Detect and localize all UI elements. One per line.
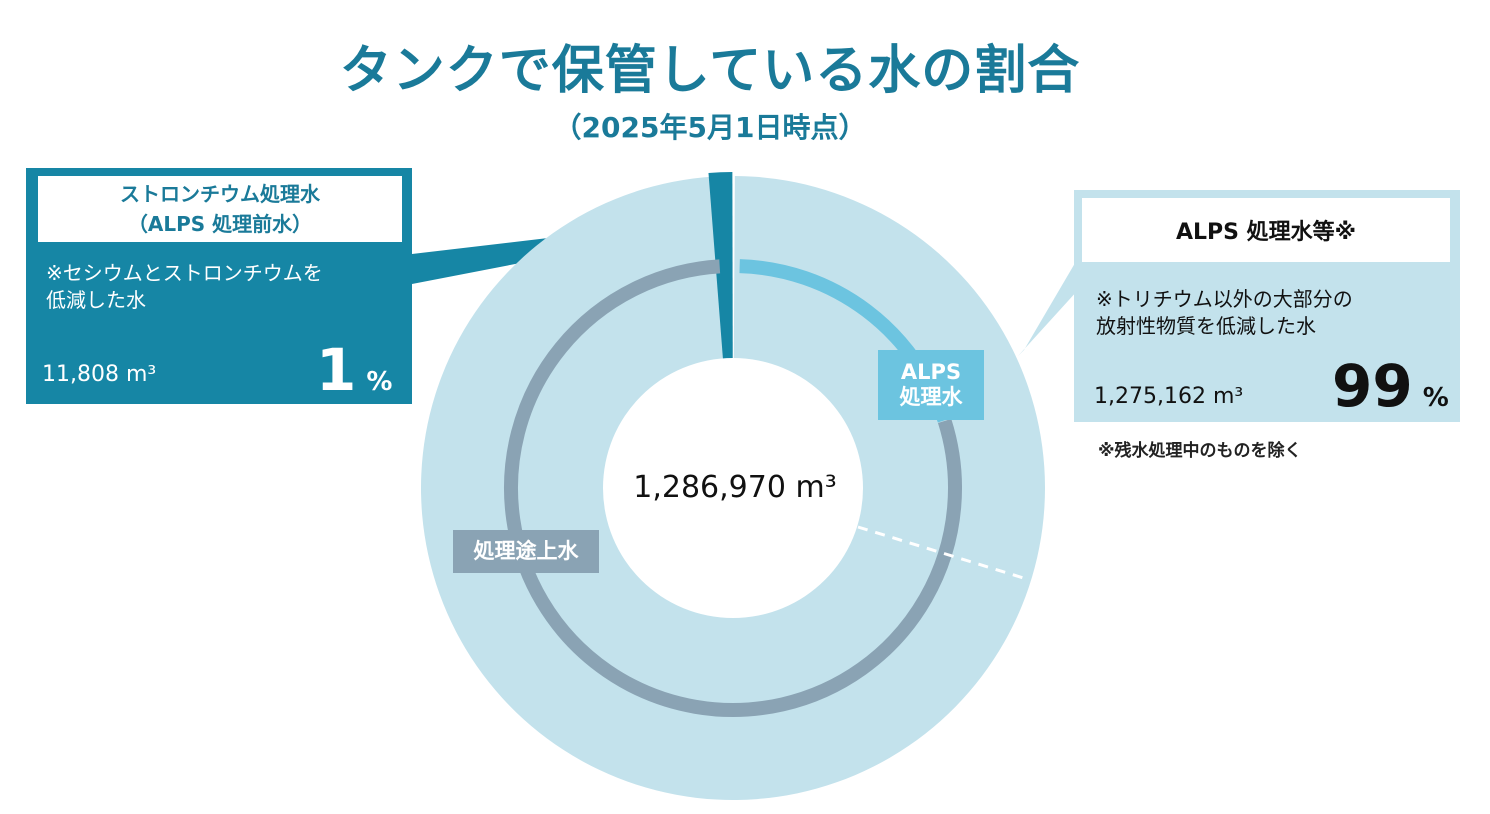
alps-amount-value: 1,275,162 — [1094, 384, 1206, 409]
alps-percent: 99% — [1332, 352, 1449, 420]
total-unit: m³ — [795, 470, 837, 505]
inner-ring-processing — [504, 259, 962, 717]
strontium-amount-unit: m³ — [125, 362, 157, 387]
strontium-callout: ストロンチウム処理水 （ALPS 処理前水） ※セシウムとストロンチウムを 低減… — [26, 168, 412, 404]
strontium-percent: 1% — [316, 336, 392, 404]
strontium-callout-title: ストロンチウム処理水 — [120, 182, 320, 206]
strontium-amount-value: 11,808 — [42, 362, 119, 387]
total-value: 1,286,970 — [633, 470, 786, 505]
alps-footnote: ※残水処理中のものを除く — [1098, 441, 1302, 461]
donut-hole — [603, 358, 863, 618]
strontium-amount: 11,808 m³ — [42, 362, 156, 387]
alps-percent-value: 99 — [1332, 352, 1413, 420]
total-volume: 1,286,970 m³ — [600, 470, 870, 505]
strontium-callout-note: ※セシウムとストロンチウムを 低減した水 — [46, 261, 323, 312]
chart-subtitle: （2025年5月1日時点） — [553, 111, 867, 144]
alps-callout-note: ※トリチウム以外の大部分の 放射性物質を低減した水 — [1096, 287, 1353, 338]
alps-callout-title: ALPS 処理水等※ — [1082, 198, 1450, 262]
alps-amount-unit: m³ — [1212, 384, 1244, 409]
alps-amount: 1,275,162 m³ — [1094, 384, 1243, 409]
strontium-percent-sign: % — [366, 367, 393, 397]
strontium-callout-header: ストロンチウム処理水 （ALPS 処理前水） — [38, 176, 402, 242]
strontium-callout-subtitle: （ALPS 処理前水） — [127, 212, 313, 236]
alps-percent-sign: % — [1422, 383, 1449, 413]
inner-ring-alps-label: ALPS 処理水 — [878, 350, 984, 420]
alps-callout: ALPS 処理水等※ ※トリチウム以外の大部分の 放射性物質を低減した水 1,2… — [1074, 190, 1460, 422]
strontium-percent-value: 1 — [316, 336, 357, 404]
dashed-divider — [857, 525, 1031, 582]
inner-ring-processing-label: 処理途上水 — [453, 530, 599, 573]
right-callout-connector — [1018, 258, 1078, 356]
chart-title: タンクで保管している水の割合 — [339, 41, 1081, 101]
